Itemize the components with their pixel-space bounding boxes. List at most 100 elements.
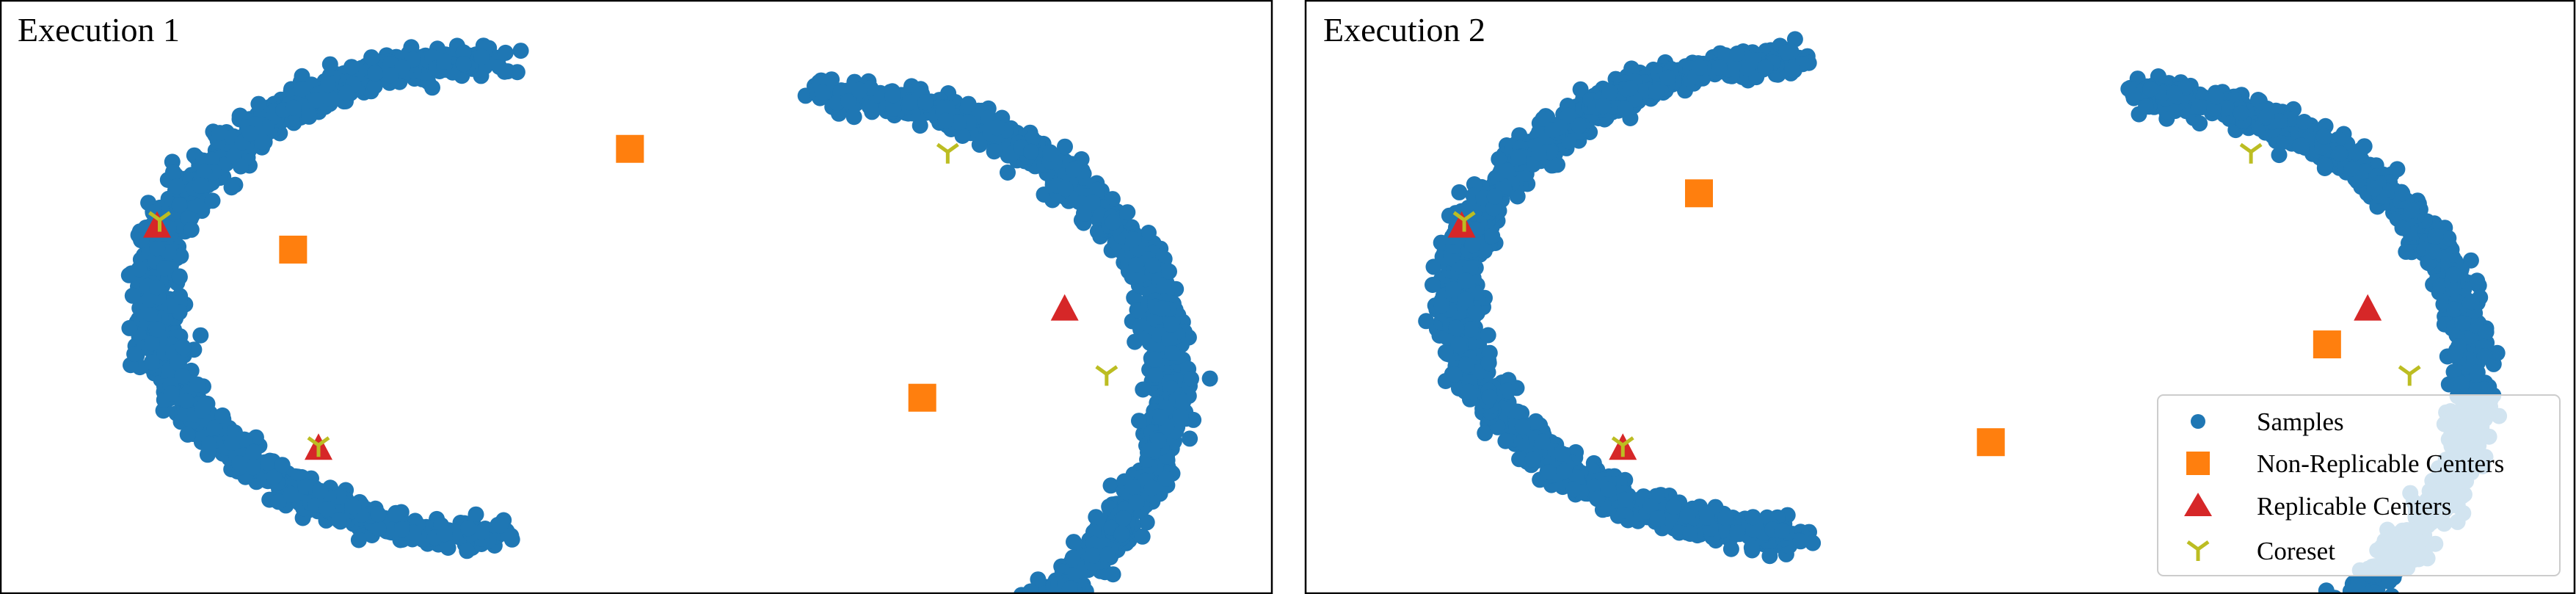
sample-point: [1497, 432, 1514, 449]
sample-point: [1041, 145, 1058, 162]
sample-point: [1000, 164, 1016, 181]
sample-point: [370, 506, 387, 523]
markers-layer: [143, 134, 1118, 460]
sample-point: [236, 431, 252, 448]
sample-point: [142, 305, 159, 322]
sample-point: [1722, 540, 1739, 557]
sample-point: [1491, 151, 1507, 167]
sample-point: [2398, 243, 2415, 260]
sample-point: [1146, 351, 1163, 368]
sample-point: [393, 521, 410, 537]
sample-point: [1617, 491, 1634, 508]
sample-point: [473, 48, 490, 65]
sample-point: [346, 499, 362, 515]
sample-point: [149, 240, 166, 257]
sample-point: [1201, 370, 1218, 387]
sample-point: [1682, 526, 1698, 542]
sample-point: [1446, 366, 1463, 383]
sample-point: [245, 443, 262, 460]
sample-point: [1786, 31, 1803, 48]
sample-point: [233, 158, 249, 175]
sample-point: [1138, 514, 1155, 531]
sample-point: [1457, 291, 1474, 308]
sample-point: [1458, 272, 1474, 289]
sample-point: [169, 178, 186, 195]
sample-point: [917, 94, 934, 111]
sample-point: [436, 53, 453, 70]
sample-point: [436, 526, 453, 543]
sample-point: [1469, 305, 1485, 322]
sample-point: [1433, 297, 1450, 314]
panel-title: Execution 1: [18, 11, 180, 48]
sample-point: [1064, 549, 1081, 566]
sample-point: [301, 108, 318, 125]
sample-point: [1744, 509, 1761, 526]
sample-point: [1572, 81, 1589, 98]
coreset-point: [1095, 365, 1118, 386]
sample-point: [1510, 149, 1527, 166]
sample-point: [1601, 84, 1618, 101]
sample-point: [266, 468, 283, 485]
sample-point: [126, 346, 143, 363]
sample-point: [1499, 162, 1516, 179]
sample-point: [1143, 479, 1160, 496]
sample-point: [1152, 409, 1169, 426]
sample-point: [1649, 510, 1666, 527]
sample-point: [1057, 180, 1074, 197]
sample-point: [989, 120, 1005, 137]
sample-point: [1141, 442, 1158, 458]
sample-point: [1622, 80, 1639, 97]
sample-point: [165, 164, 181, 181]
sample-point: [366, 78, 383, 95]
sample-point: [1135, 381, 1151, 398]
sample-point: [1480, 355, 1497, 372]
sample-point: [270, 493, 287, 510]
sample-point: [497, 44, 514, 61]
sample-point: [1486, 188, 1503, 205]
sample-point: [1076, 205, 1092, 222]
panel-execution-2: Execution 2 Samples Non-Replicable Cente…: [1304, 0, 2576, 594]
sample-point: [812, 72, 829, 89]
sample-point: [131, 261, 148, 278]
sample-point: [206, 419, 223, 436]
sample-point: [1140, 225, 1157, 241]
sample-point: [1105, 214, 1121, 231]
sample-point: [1699, 509, 1715, 526]
sample-point: [1023, 143, 1039, 160]
sample-point: [1805, 535, 1822, 551]
sample-point: [394, 59, 411, 76]
sample-point: [797, 87, 814, 104]
sample-point: [986, 143, 1003, 160]
sample-point: [1134, 528, 1151, 545]
sample-point: [319, 501, 335, 518]
sample-point: [121, 319, 138, 336]
sample-point: [1692, 59, 1709, 76]
sample-point: [250, 95, 267, 112]
sample-point: [1126, 289, 1143, 306]
sample-point: [512, 43, 529, 59]
sample-point: [1131, 413, 1147, 430]
sample-point: [241, 125, 258, 142]
sample-point: [211, 125, 228, 142]
sample-point: [496, 63, 513, 80]
sample-point: [1441, 207, 1458, 224]
samples-layer: [120, 37, 1218, 594]
sample-point: [1717, 510, 1734, 526]
sample-point: [223, 179, 240, 196]
sample-point: [1556, 463, 1573, 479]
sample-point: [954, 128, 971, 144]
sample-point: [845, 109, 862, 126]
sample-point: [1648, 84, 1664, 100]
sample-point: [455, 56, 472, 73]
sample-point: [1183, 371, 1199, 387]
sample-point: [1155, 278, 1172, 294]
sample-point: [350, 532, 367, 548]
sample-point: [971, 137, 988, 153]
sample-point: [1480, 327, 1496, 344]
sample-point: [143, 335, 160, 352]
sample-point: [1565, 481, 1582, 498]
sample-point: [1065, 162, 1082, 178]
sample-point: [1665, 499, 1682, 515]
sample-point: [1460, 383, 1477, 400]
sample-point: [1600, 481, 1617, 498]
